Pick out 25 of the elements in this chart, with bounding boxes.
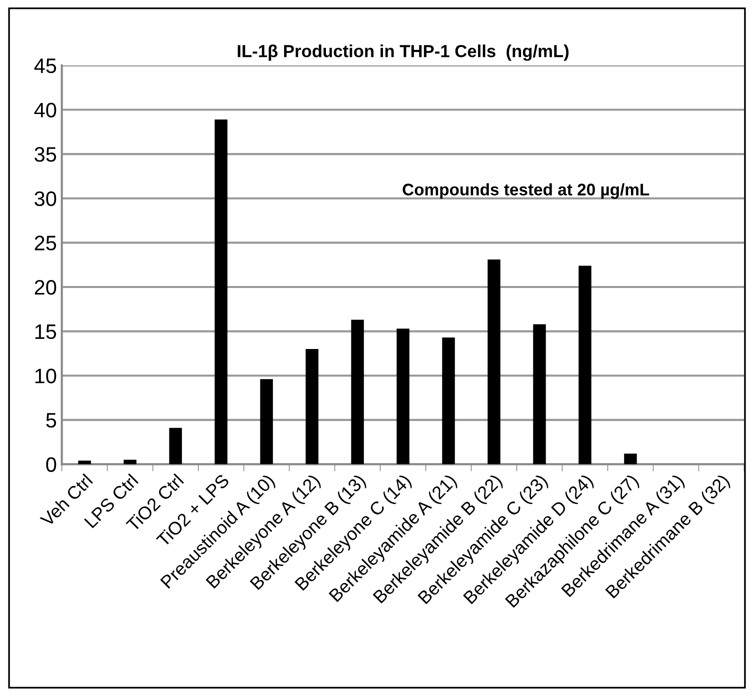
y-tick-label: 10 <box>35 368 56 384</box>
y-tick-label: 30 <box>34 191 56 206</box>
bar <box>306 349 318 464</box>
bar <box>624 454 637 464</box>
bar <box>533 324 546 464</box>
y-tick-label: 25 <box>34 236 56 250</box>
bar <box>351 320 364 464</box>
bar <box>78 460 91 464</box>
bar <box>578 266 592 464</box>
y-tick-label: 45 <box>34 58 56 74</box>
bar <box>396 328 410 464</box>
bar <box>442 338 455 464</box>
bar <box>124 460 136 464</box>
bar <box>260 379 273 464</box>
y-tick-label: 15 <box>35 324 56 340</box>
chart-title: IL-1β Production in THP-1 Cells (ng/mL) <box>238 44 569 61</box>
bar <box>169 428 182 464</box>
bar <box>214 119 228 464</box>
y-tick-label: 20 <box>34 280 56 295</box>
bar <box>488 260 500 464</box>
y-tick-label: 40 <box>34 102 56 118</box>
y-tick-label: 5 <box>46 413 56 428</box>
annotation: Compounds tested at 20 µg/mL <box>402 183 650 199</box>
y-tick-label: 35 <box>34 147 56 162</box>
y-tick-label: 0 <box>46 457 56 472</box>
